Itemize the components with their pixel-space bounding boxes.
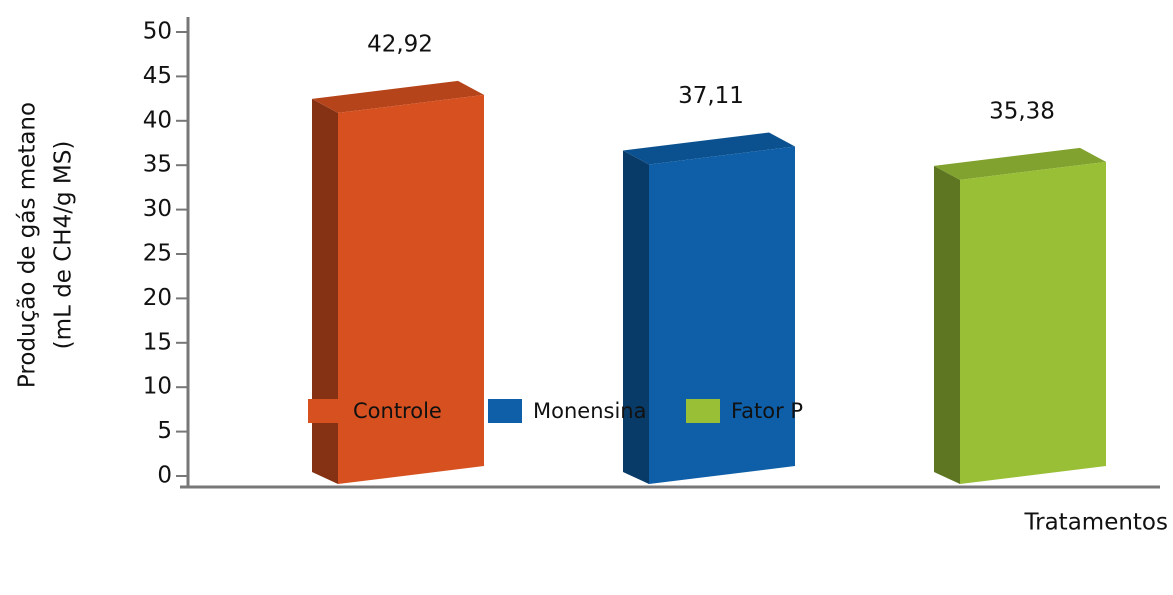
bar-top [934,147,1106,180]
y-tick-label: 15 [143,329,172,355]
bar [960,161,1106,484]
bar-side [623,150,649,484]
y-tick-label: 40 [143,107,172,133]
y-tick-label: 30 [143,196,172,222]
bar-top [312,80,484,113]
value-label: 37,11 [678,83,744,109]
y-tick-label: 50 [143,19,172,45]
y-axis-label: Produção de gás metano [15,102,41,388]
y-tick-label: 5 [157,418,172,444]
legend-swatch [488,399,522,423]
bar-side [312,98,338,485]
legend-label: Monensina [533,399,646,423]
legend-label: Fator P [731,399,803,423]
y-axis-label: (mL de CH4/g MS) [51,141,77,350]
bar-top [623,132,795,165]
y-tick-label: 0 [157,463,172,489]
legend-swatch [308,399,342,423]
y-tick-label: 10 [143,374,172,400]
value-label: 42,92 [367,31,433,57]
bar-side [934,165,960,484]
y-tick-label: 35 [143,152,172,178]
legend-swatch [686,399,720,423]
y-tick-label: 45 [143,63,172,89]
bar [649,146,795,484]
x-axis-label: Tratamentos [1023,510,1168,536]
y-tick-label: 25 [143,241,172,267]
bar [338,94,484,485]
value-label: 35,38 [989,98,1055,124]
y-tick-label: 20 [143,285,172,311]
legend-label: Controle [353,399,442,423]
